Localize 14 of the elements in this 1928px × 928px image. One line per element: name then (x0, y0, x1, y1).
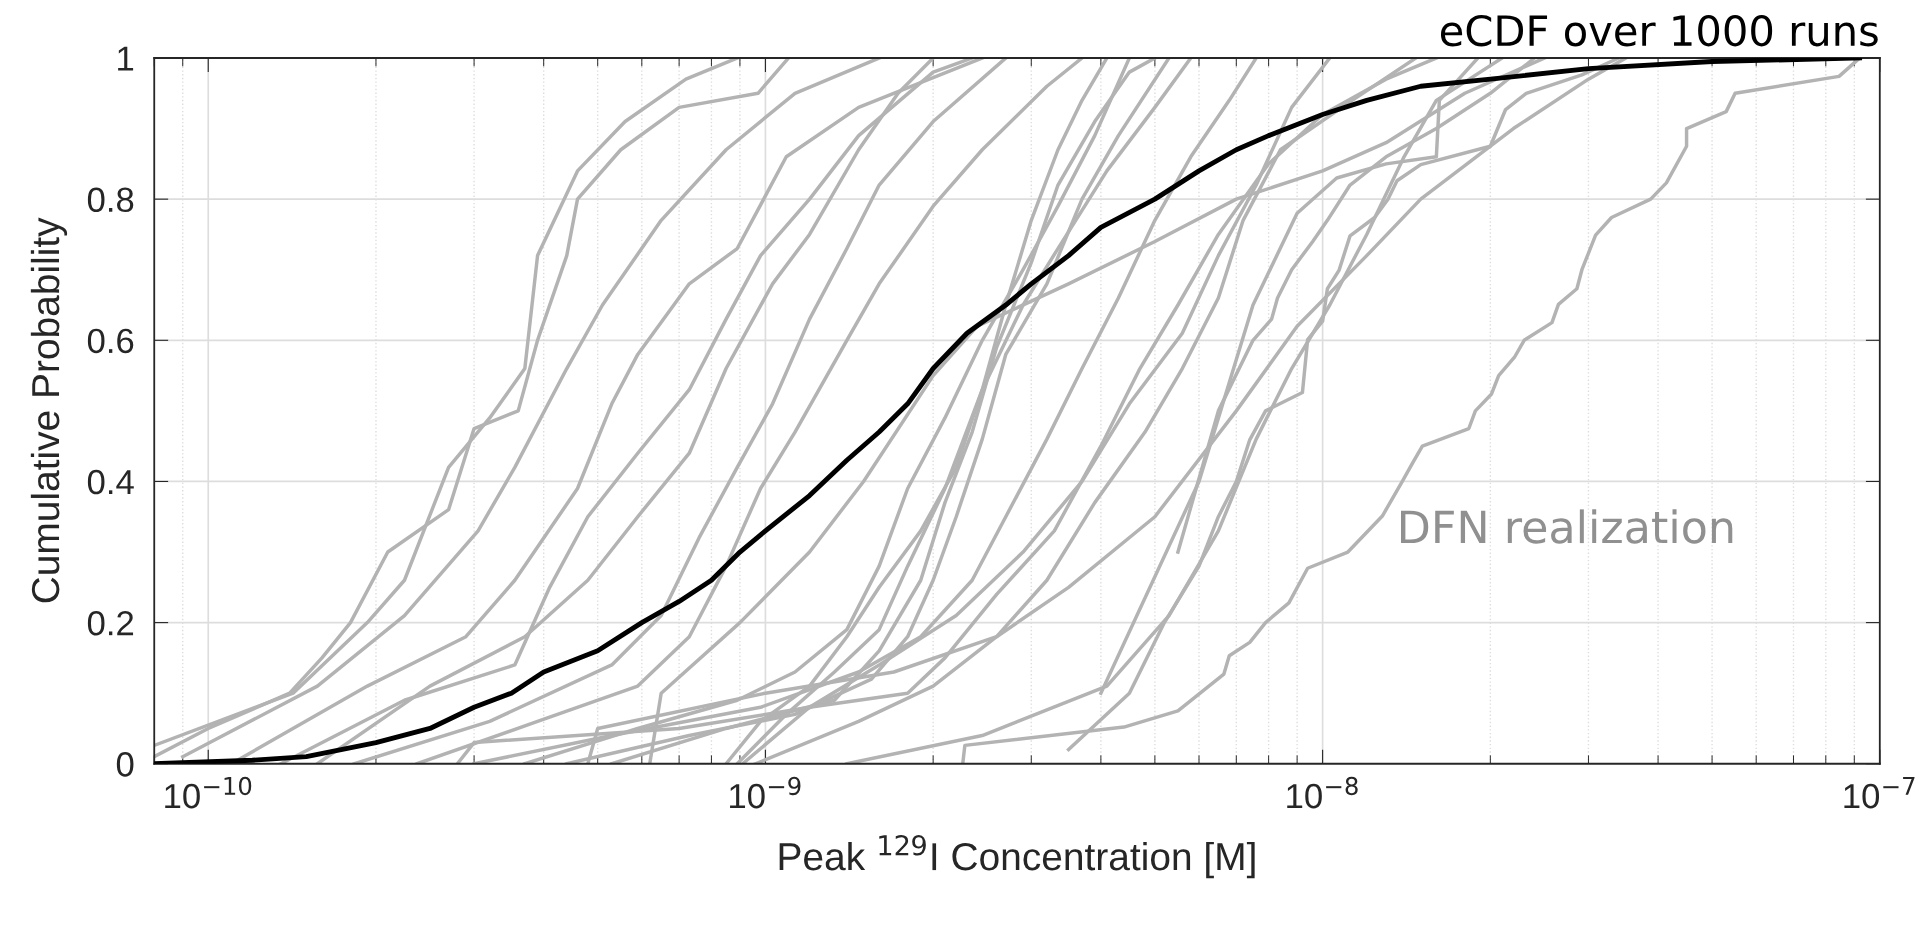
y-tick-label: 1 (118, 46, 134, 71)
series-label: eCDF over 1000 runs (1440, 14, 1878, 47)
x-tick-label: 10$^{−8}$ (1287, 776, 1358, 809)
x-tick-label: 10$^{−9}$ (730, 776, 801, 809)
y-tick-label: 0.4 (87, 469, 134, 495)
annotation: DFN realization (1401, 509, 1733, 544)
y-tick-label: 0 (116, 752, 134, 777)
y-tick-label: 0.6 (87, 328, 134, 354)
x-tick-label: 10$^{−10}$ (165, 776, 252, 809)
x-axis-title: Peak $^{129}$I Concentration [M] (779, 835, 1255, 879)
y-axis-title: Cumulative Probability (30, 217, 68, 603)
y-tick-label: 0.8 (87, 187, 134, 213)
y-tick-label: 0.2 (87, 610, 134, 636)
x-tick-label: 10$^{−7}$ (1844, 777, 1915, 809)
